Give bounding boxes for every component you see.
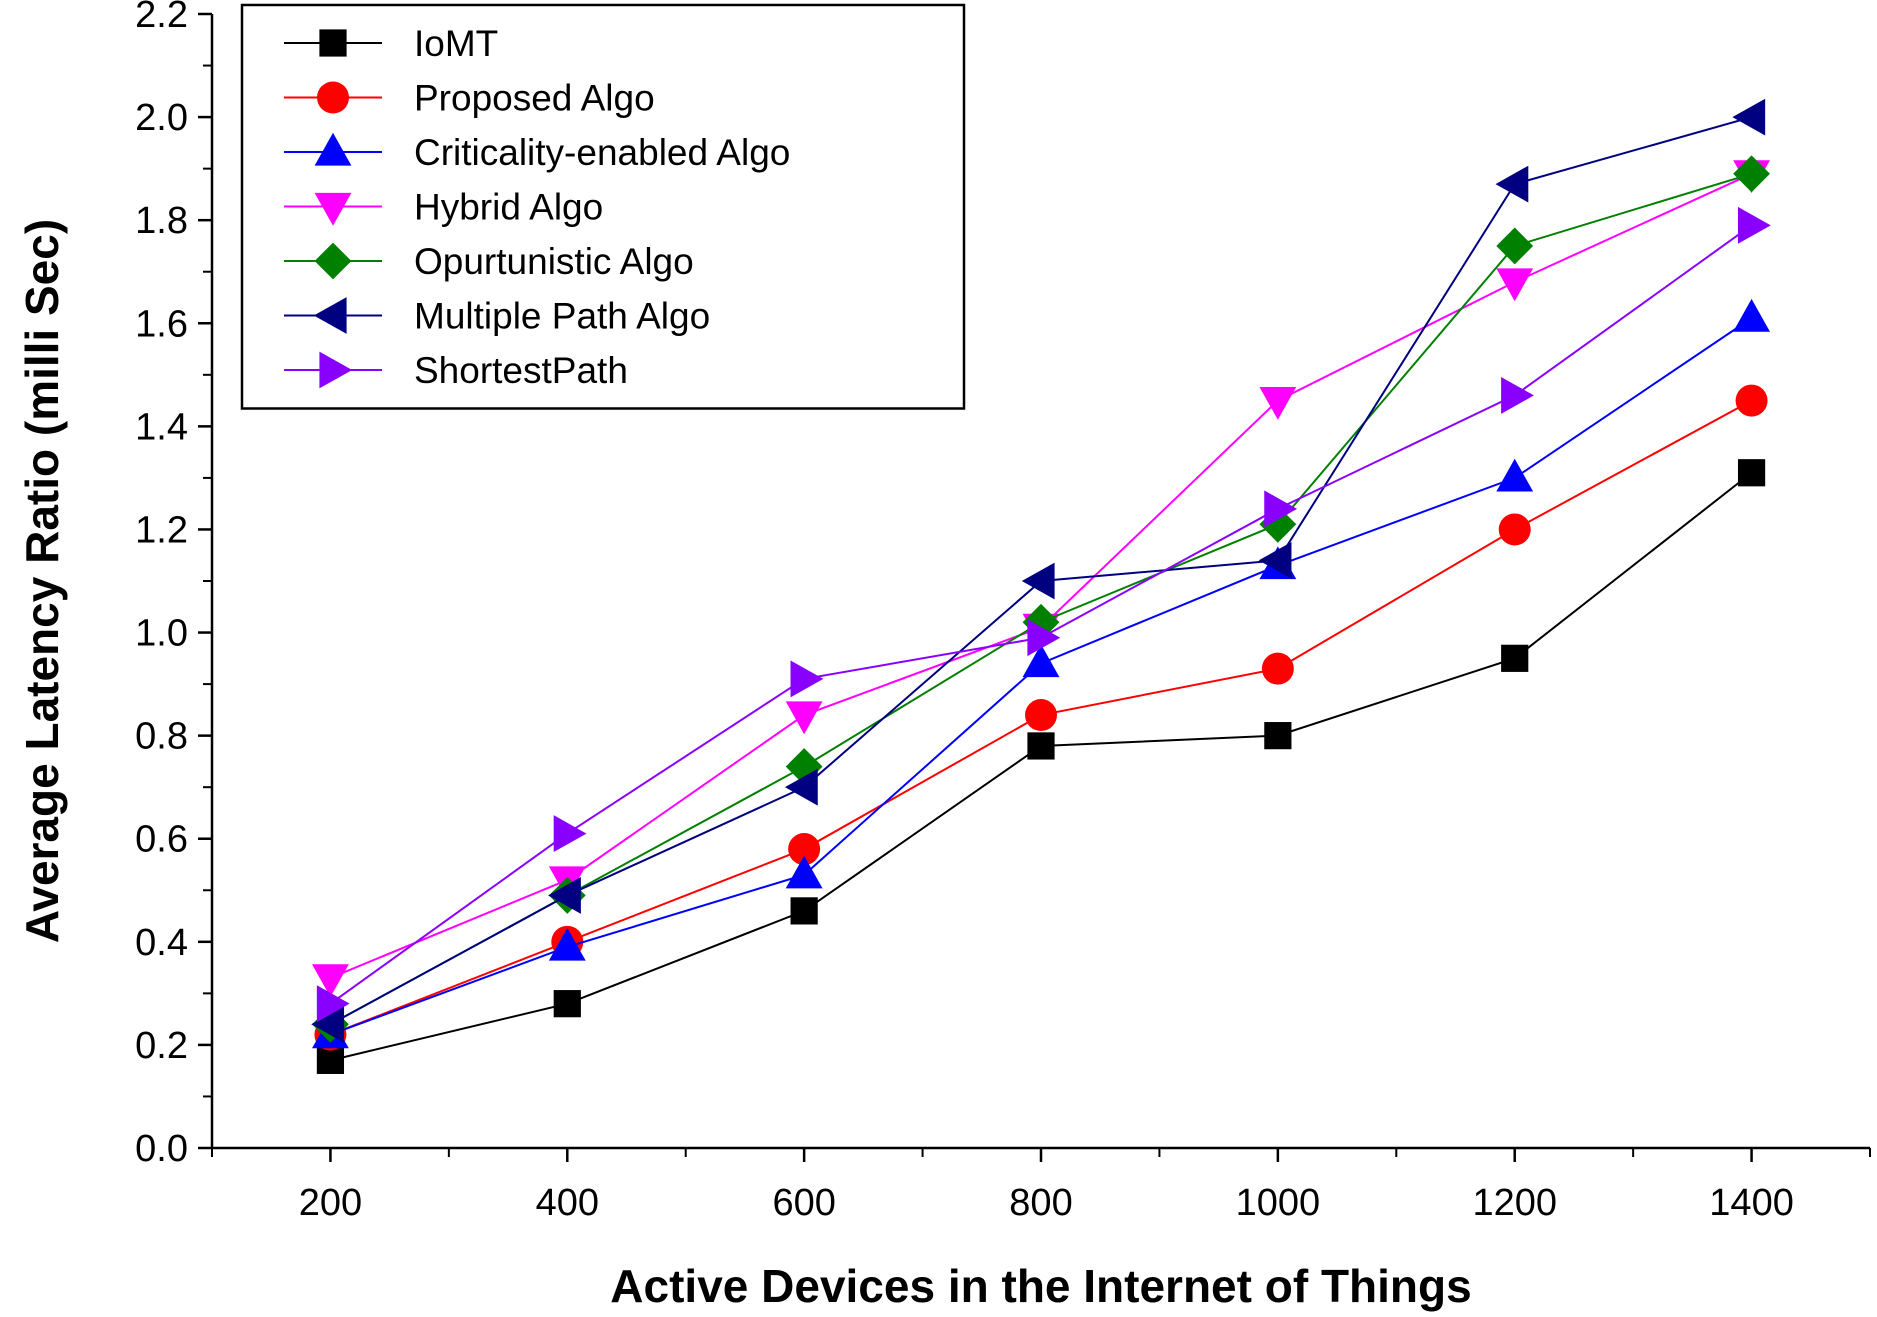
y-tick-label: 1.0 — [135, 613, 188, 655]
legend-label: Criticality-enabled Algo — [414, 132, 790, 173]
x-tick-label: 1000 — [1236, 1182, 1321, 1224]
y-tick-label: 0.0 — [135, 1128, 188, 1170]
legend-marker — [319, 29, 347, 57]
y-tick-label: 0.6 — [135, 819, 188, 861]
y-tick-label: 0.4 — [135, 922, 188, 964]
y-axis-title: Average Latency Ratio (milli Sec) — [16, 219, 68, 943]
legend-entry: ShortestPath — [284, 350, 628, 391]
data-point — [1264, 722, 1292, 750]
data-point — [312, 964, 349, 998]
y-tick-label: 0.8 — [135, 716, 188, 758]
axes: 200 400 600 800 1000 1200 1400 0.0 0.2 0.4 0.6 0.8 1… — [135, 0, 1871, 1224]
series-shortestpath — [316, 206, 1771, 1023]
data-point — [1258, 541, 1292, 579]
legend-entry: Proposed Algo — [284, 78, 655, 119]
data-point — [1737, 459, 1766, 487]
y-tick-label: 1.6 — [135, 303, 188, 345]
data-point — [1264, 490, 1298, 528]
x-tick-label: 800 — [1009, 1182, 1072, 1224]
data-point — [1495, 165, 1529, 203]
x-tick-label: 1400 — [1709, 1182, 1794, 1224]
x-tick-label: 1200 — [1472, 1182, 1557, 1224]
series-line — [330, 471, 1753, 1062]
legend-marker — [314, 242, 352, 280]
series-iomt — [316, 459, 1766, 1074]
data-point — [788, 833, 821, 866]
legend-marker — [313, 297, 347, 334]
series-criticality-enabled-algo — [312, 298, 1770, 1049]
data-point — [1496, 268, 1534, 302]
data-point — [784, 768, 818, 806]
series-multiple-path-algo — [311, 98, 1766, 1043]
legend-entry: Opurtunistic Algo — [284, 241, 694, 282]
data-point — [1259, 386, 1297, 420]
data-point — [1733, 298, 1770, 332]
legend-entry: Hybrid Algo — [284, 187, 603, 228]
x-tick-label: 200 — [299, 1182, 362, 1224]
y-tick-label: 2.2 — [135, 0, 188, 36]
legend-label: ShortestPath — [414, 350, 628, 391]
legend: IoMT Proposed Algo Criticality-enabled Alg… — [240, 3, 966, 410]
data-point — [316, 1046, 345, 1074]
legend-marker — [319, 351, 353, 389]
data-point — [316, 985, 350, 1023]
y-tick-label: 0.2 — [135, 1025, 188, 1067]
data-point — [548, 927, 586, 961]
data-point — [553, 815, 587, 852]
legend-marker — [314, 132, 352, 166]
data-point — [1027, 619, 1061, 657]
data-point — [1732, 98, 1766, 136]
data-point — [790, 897, 818, 925]
data-point — [1733, 155, 1770, 193]
legend-entry: Multiple Path Algo — [284, 296, 710, 337]
legend-marker — [314, 192, 352, 226]
legend-entry: IoMT — [284, 23, 498, 64]
x-tick-label: 600 — [772, 1182, 835, 1224]
series-layer — [311, 98, 1771, 1074]
data-point — [785, 855, 823, 889]
data-point — [1501, 377, 1534, 414]
data-point — [1735, 384, 1768, 417]
data-point — [1737, 206, 1771, 244]
legend-label: Proposed Algo — [414, 78, 655, 119]
data-point — [553, 990, 581, 1018]
data-point — [1025, 699, 1057, 732]
legend-marker — [317, 81, 349, 114]
x-axis-title: Active Devices in the Internet of Things — [610, 1260, 1471, 1312]
legend-label: Multiple Path Algo — [414, 296, 710, 337]
y-tick-label: 1.2 — [135, 509, 188, 551]
legend-label: Hybrid Algo — [414, 187, 603, 228]
data-point — [548, 877, 581, 914]
legend-label: IoMT — [414, 23, 498, 64]
y-tick-label: 2.0 — [135, 97, 188, 139]
data-point — [790, 660, 824, 698]
legend-entry: Criticality-enabled Algo — [284, 132, 790, 173]
data-point — [1021, 562, 1055, 600]
data-point — [1261, 652, 1294, 685]
data-point — [1022, 644, 1060, 678]
data-point — [785, 701, 823, 735]
legend-label: Opurtunistic Algo — [414, 241, 694, 282]
y-tick-label: 1.4 — [135, 406, 188, 448]
data-point — [311, 1005, 345, 1043]
data-point — [1501, 644, 1529, 672]
data-point — [1027, 732, 1055, 760]
data-point — [1498, 513, 1531, 546]
x-tick-label: 400 — [536, 1182, 599, 1224]
data-point — [1496, 458, 1534, 492]
y-tick-label: 1.8 — [135, 200, 188, 242]
series-proposed-algo — [314, 384, 1768, 1051]
data-point — [1496, 227, 1534, 265]
